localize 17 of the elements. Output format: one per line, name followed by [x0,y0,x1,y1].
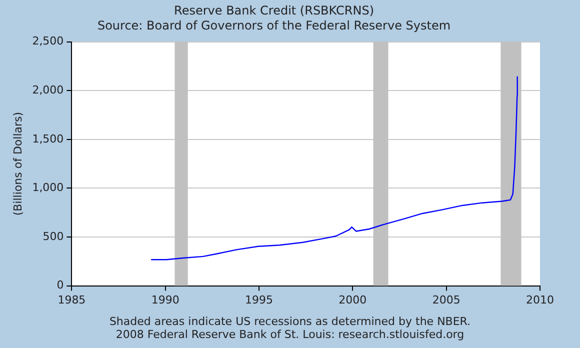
x-tick-label: 2000 [338,293,367,306]
x-tick-label: 1990 [151,293,180,306]
y-tick-label: 2,000 [32,83,64,96]
text: 2008 Federal Reserve Bank of St. Louis: research.stlouisfed.org [116,328,464,341]
y-tick-label: 1,500 [32,132,64,146]
y-tick-label: 2,500 [32,34,64,48]
x-tick-label: 1995 [245,293,274,306]
text: Shaded areas indicate US recessions as determined by the NBER. [109,314,471,328]
x-tick-label: 2005 [432,293,460,306]
chart-subtitle: Source: Board of Governors of the Federal Reserve System [97,18,451,33]
chart-title: Reserve Bank Credit (RSBKCRNS) [174,3,374,18]
y-tick-label: 500 [42,230,64,243]
y-axis-title: (Billions of Dollars) [11,112,24,216]
x-tick-label: 2010 [526,293,554,306]
y-tick-label: 0 [56,278,64,292]
y-tick-label: 1,000 [32,181,64,194]
x-tick-label: 1985 [58,293,86,306]
